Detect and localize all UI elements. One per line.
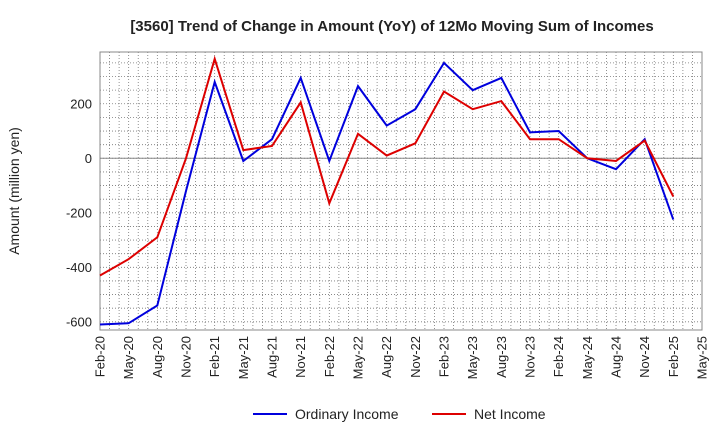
series-layer xyxy=(99,55,675,326)
x-tick-label: Aug-20 xyxy=(150,336,165,378)
x-tick-label: Nov-20 xyxy=(179,336,194,378)
x-tick-label: May-21 xyxy=(236,336,251,379)
y-tick-label: -400 xyxy=(66,260,92,275)
x-tick-label: Aug-23 xyxy=(494,336,509,378)
legend-label: Ordinary Income xyxy=(295,406,399,422)
x-tick-label: May-24 xyxy=(580,336,595,379)
x-tick-label: Feb-22 xyxy=(322,336,337,377)
x-tick-label: May-25 xyxy=(695,336,710,379)
series-line-net-income xyxy=(99,55,675,277)
x-tick-label: May-20 xyxy=(121,336,136,379)
x-tick-label: Nov-24 xyxy=(637,336,652,378)
y-tick-label: -200 xyxy=(66,205,92,220)
y-tick-label: 200 xyxy=(70,96,92,111)
series-line-ordinary-income xyxy=(99,61,675,326)
x-ticks: Feb-20 May-20 Aug-20 Nov-20 Feb-21 May-21 Aug-… xyxy=(93,336,710,379)
y-tick-label: 0 xyxy=(85,151,92,166)
x-tick-label: Nov-23 xyxy=(523,336,538,378)
x-tick-label: Aug-22 xyxy=(379,336,394,378)
x-tick-label: Nov-21 xyxy=(293,336,308,378)
x-tick-label: Aug-21 xyxy=(265,336,280,378)
x-tick-label: Feb-21 xyxy=(207,336,222,377)
x-tick-label: Aug-24 xyxy=(609,336,624,378)
x-tick-label: May-22 xyxy=(351,336,366,379)
x-tick-label: Feb-23 xyxy=(437,336,452,377)
y-ticks: -600 -400 -200 0 200 xyxy=(66,96,92,329)
y-axis-label: Amount (million yen) xyxy=(6,127,22,255)
x-tick-label: Feb-20 xyxy=(93,336,108,377)
grid xyxy=(99,52,703,330)
plot-frame xyxy=(99,51,703,331)
x-tick-label: Feb-24 xyxy=(551,336,566,377)
plot-border xyxy=(99,51,703,331)
legend: Ordinary Income Net Income xyxy=(253,406,546,422)
x-tick-label: May-23 xyxy=(465,336,480,379)
x-tick-label: Nov-22 xyxy=(408,336,423,378)
x-tick-label: Feb-25 xyxy=(666,336,681,377)
legend-label: Net Income xyxy=(474,406,546,422)
chart-title: [3560] Trend of Change in Amount (YoY) o… xyxy=(130,18,653,35)
y-tick-label: -600 xyxy=(66,314,92,329)
